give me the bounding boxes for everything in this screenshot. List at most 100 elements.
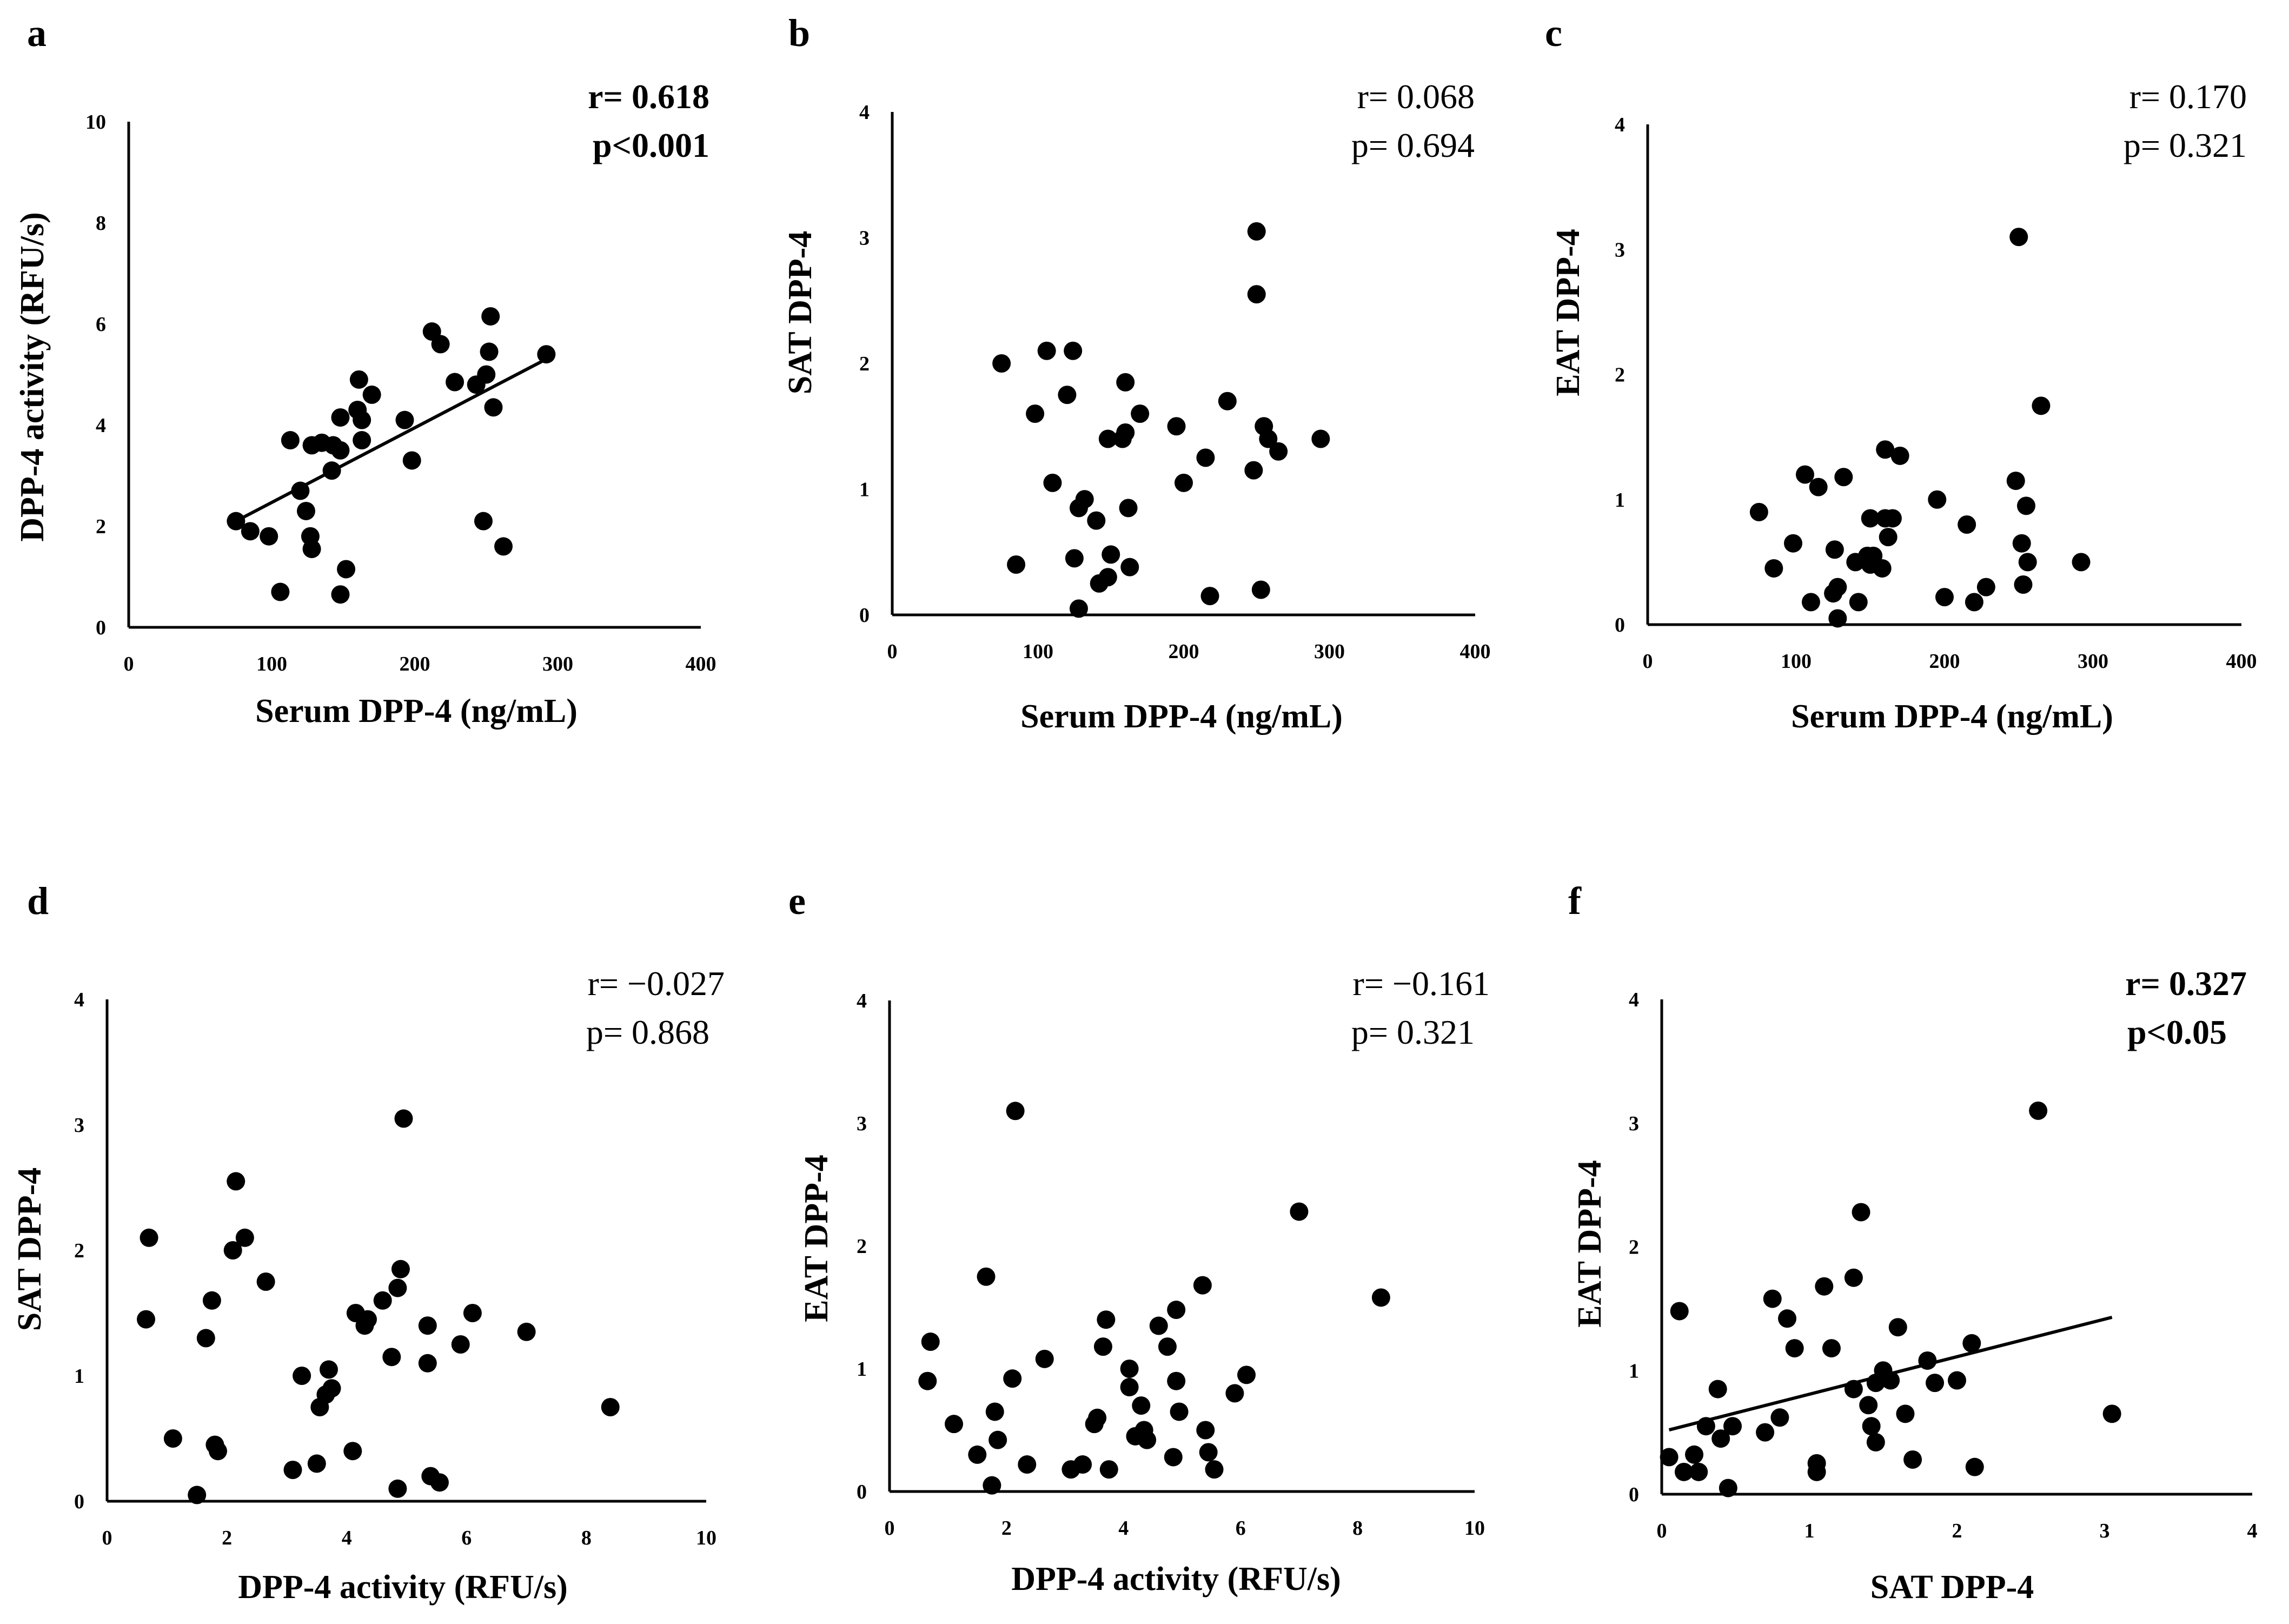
data-point-e: [1138, 1430, 1157, 1449]
data-point-b: [1247, 285, 1266, 304]
x-tick-label-a: 300: [542, 653, 573, 675]
data-point-a: [481, 307, 500, 326]
data-point-c: [1801, 593, 1820, 612]
data-point-d: [227, 1172, 246, 1191]
data-point-d: [388, 1479, 407, 1498]
y-tick-label-f: 4: [1629, 989, 1639, 1011]
data-point-a: [402, 451, 421, 470]
x-axis-title-b: Serum DPP-4 (ng/mL): [1020, 698, 1343, 735]
data-point-a: [353, 410, 371, 429]
data-point-a: [241, 522, 260, 541]
svg-text:SAT DPP-4: SAT DPP-4: [11, 1168, 48, 1331]
data-point-b: [1098, 429, 1117, 448]
data-point-b: [1259, 429, 1278, 448]
x-tick-label-b: 200: [1169, 640, 1199, 663]
data-point-b: [1218, 392, 1237, 410]
data-point-a: [281, 431, 300, 450]
data-point-c: [1861, 509, 1880, 528]
data-point-a: [260, 527, 278, 546]
data-point-d: [319, 1360, 338, 1379]
data-point-c: [1935, 588, 1954, 607]
data-point-d: [137, 1310, 156, 1329]
data-point-e: [1225, 1384, 1244, 1403]
data-point-e: [1018, 1455, 1037, 1474]
data-point-c: [1876, 440, 1895, 459]
data-point-f: [1711, 1429, 1730, 1448]
x-axis-title-a: Serum DPP-4 (ng/mL): [255, 693, 578, 730]
data-point-f: [1770, 1408, 1789, 1427]
data-point-c: [2016, 496, 2035, 515]
panel-letter-d: d: [27, 879, 49, 923]
data-point-b: [1269, 442, 1288, 461]
data-point-f: [1859, 1396, 1878, 1415]
panel-letter-e: e: [788, 879, 806, 923]
data-point-e: [1088, 1408, 1107, 1427]
data-point-a: [331, 441, 350, 460]
data-point-c: [1976, 578, 1995, 596]
data-point-d: [163, 1429, 182, 1448]
y-axis-title-b: SAT DPP-4: [782, 231, 819, 395]
panel-letter-b: b: [788, 11, 810, 55]
data-point-c: [1809, 478, 1828, 496]
data-point-b: [1007, 555, 1026, 574]
data-point-f: [1696, 1417, 1715, 1436]
data-point-c: [2012, 534, 2031, 553]
x-tick-label-b: 100: [1023, 640, 1053, 663]
data-point-d: [373, 1291, 392, 1310]
data-point-e: [1120, 1360, 1139, 1378]
data-point-e: [1149, 1316, 1168, 1335]
x-tick-label-f: 1: [1804, 1520, 1815, 1542]
x-tick-label-f: 2: [1952, 1520, 1962, 1542]
x-tick-label-f: 0: [1657, 1520, 1667, 1542]
data-point-c: [1834, 468, 1853, 487]
y-tick-label-c: 2: [1615, 364, 1625, 387]
data-point-a: [494, 537, 513, 556]
y-tick-label-a: 2: [96, 515, 106, 538]
data-point-e: [1093, 1337, 1112, 1356]
data-point-d: [451, 1335, 470, 1354]
data-point-b: [1102, 545, 1120, 564]
data-point-a: [331, 585, 350, 604]
data-point-f: [1965, 1457, 1984, 1476]
y-tick-label-d: 1: [74, 1365, 84, 1388]
panel-f: f EAT DPP-4 SAT DPP-4 r= 0.327 p<0.05 0 1…: [1568, 879, 2258, 1606]
data-point-a: [271, 582, 290, 601]
data-point-a: [322, 461, 341, 480]
data-point-e: [921, 1333, 940, 1351]
stat-r-b: r= 0.068: [1357, 77, 1475, 116]
x-tick-label-d: 6: [461, 1527, 472, 1549]
y-tick-label-b: 0: [859, 604, 870, 627]
data-point-f: [1866, 1433, 1885, 1451]
data-point-f: [1918, 1351, 1937, 1370]
data-point-e: [1167, 1371, 1186, 1390]
data-point-f: [1778, 1309, 1797, 1328]
data-point-f: [1674, 1462, 1693, 1481]
data-point-e: [918, 1371, 937, 1390]
x-tick-label-d: 4: [342, 1527, 352, 1549]
data-point-b: [1167, 417, 1186, 436]
data-point-d: [601, 1398, 620, 1416]
data-point-c: [1879, 528, 1897, 547]
y-tick-label-d: 2: [74, 1239, 84, 1262]
y-tick-label-b: 2: [859, 353, 870, 375]
data-point-c: [1749, 502, 1768, 521]
data-point-f: [1844, 1268, 1863, 1287]
x-tick-label-c: 400: [2226, 650, 2257, 673]
svg-text:DPP-4 activity (RFU/s): DPP-4 activity (RFU/s): [14, 212, 51, 542]
y-tick-label-c: 4: [1615, 114, 1625, 136]
svg-text:SAT DPP-4: SAT DPP-4: [782, 231, 819, 395]
data-point-c: [1784, 534, 1803, 553]
data-point-b: [1065, 549, 1084, 568]
data-point-e: [968, 1445, 987, 1464]
y-tick-label-e: 2: [857, 1235, 867, 1258]
data-point-f: [1670, 1302, 1689, 1321]
data-point-e: [1193, 1276, 1212, 1295]
panel-b: b SAT DPP-4 Serum DPP-4 (ng/mL) r= 0.068…: [782, 11, 1491, 735]
x-tick-label-c: 300: [2078, 650, 2108, 673]
data-point-e: [1003, 1369, 1022, 1388]
stat-p-e: p= 0.321: [1351, 1013, 1475, 1051]
panel-letter-f: f: [1568, 879, 1582, 923]
y-tick-label-f: 1: [1629, 1360, 1639, 1382]
data-point-b: [1116, 423, 1135, 442]
x-tick-label-f: 3: [2100, 1520, 2110, 1542]
